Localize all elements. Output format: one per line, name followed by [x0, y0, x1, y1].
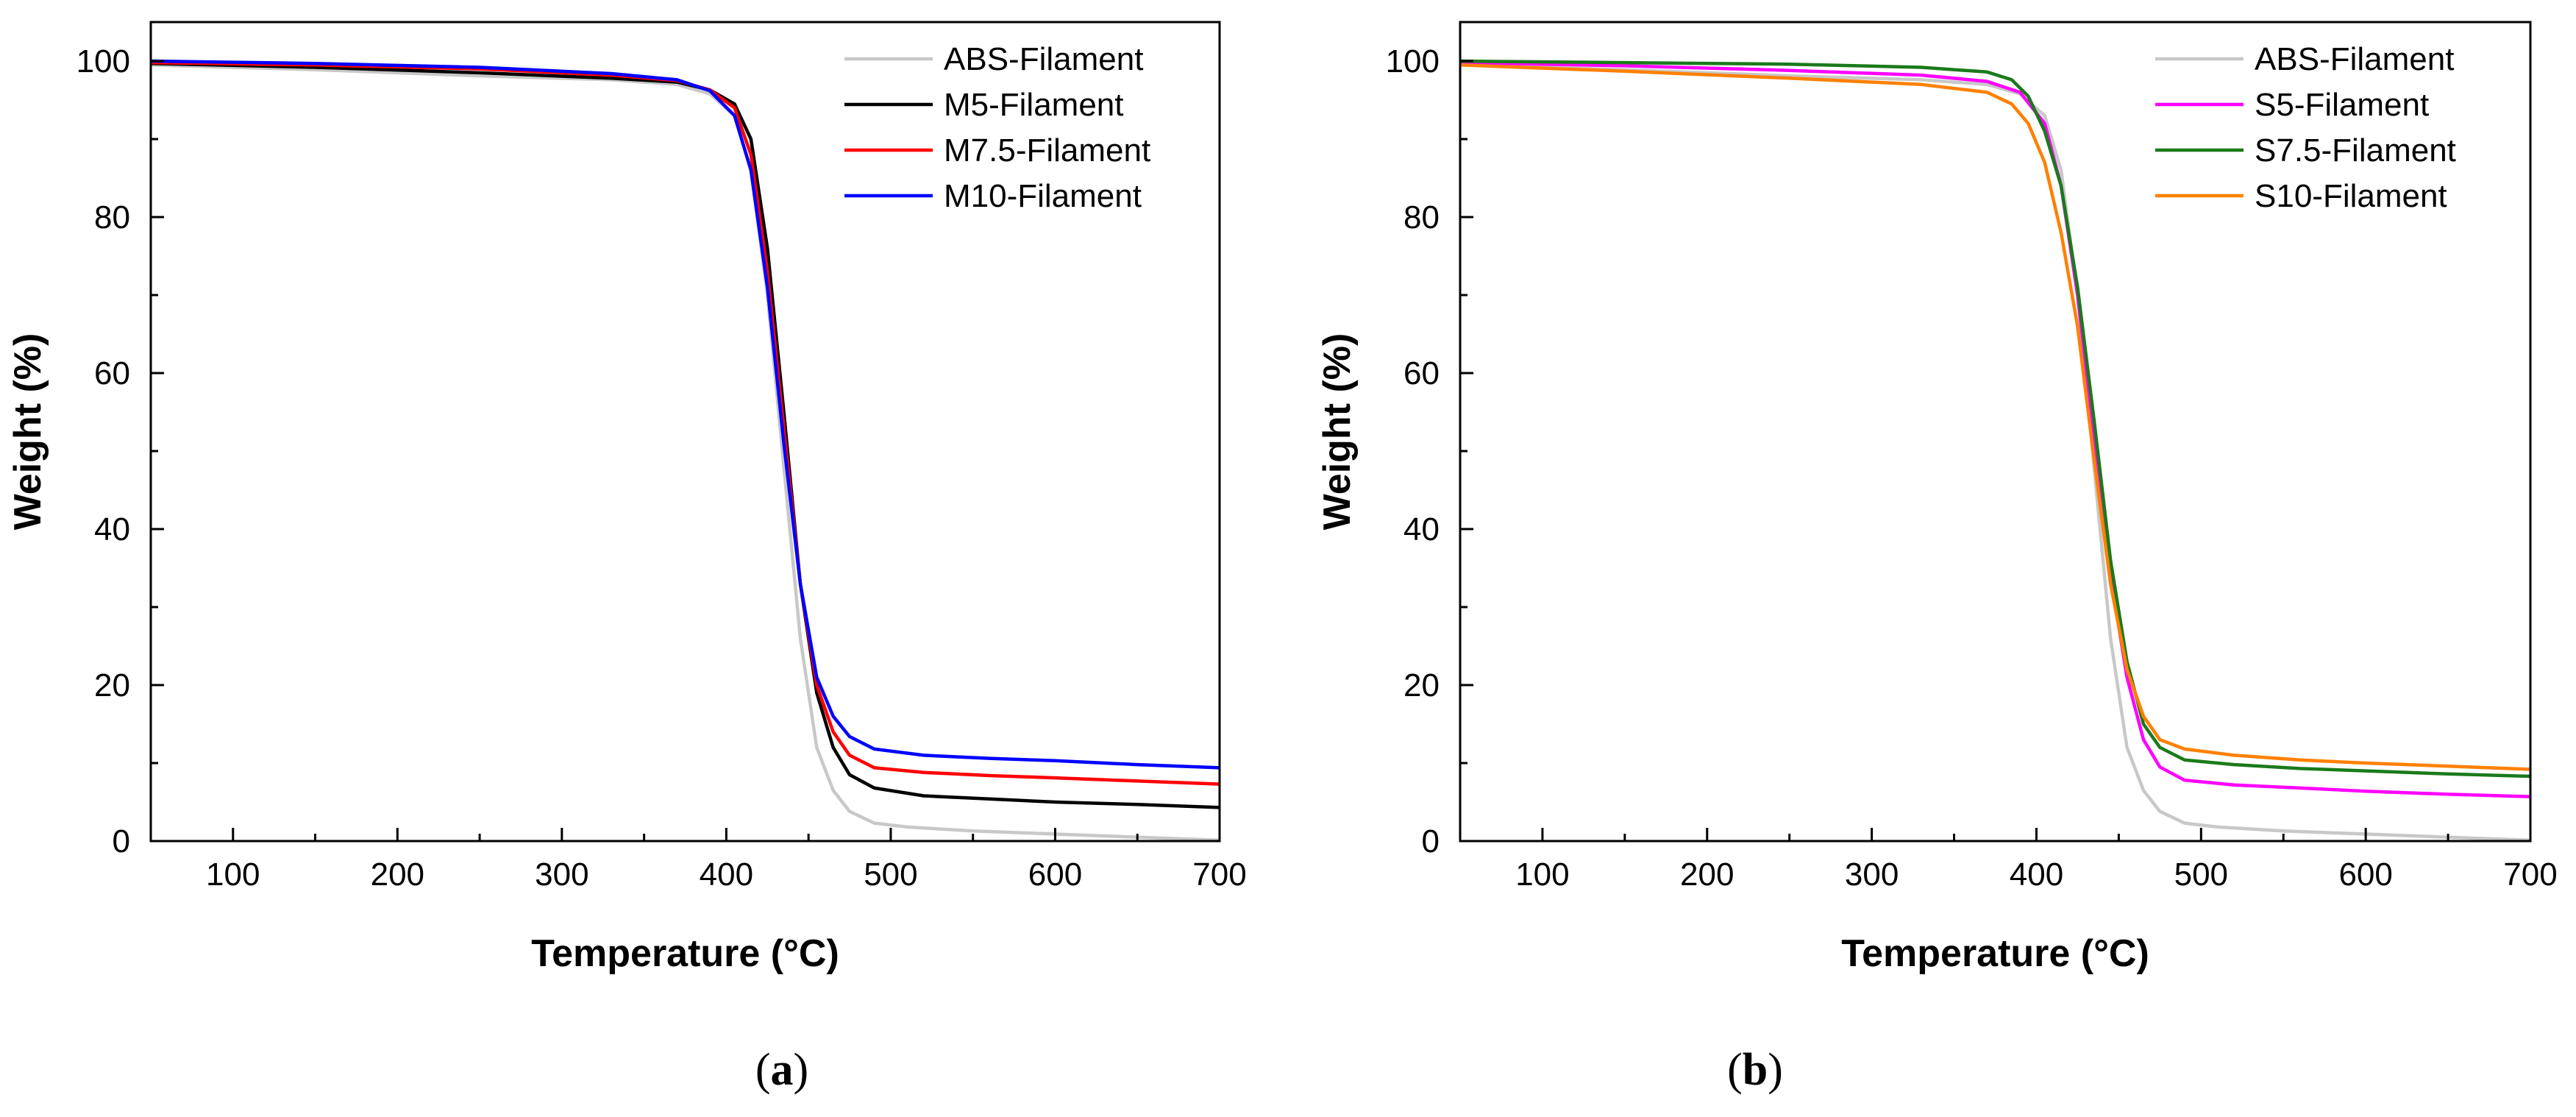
- x-tick-label: 100: [206, 857, 260, 893]
- series-line-abs-filament: [151, 63, 1220, 841]
- caption-open: (: [1727, 1045, 1743, 1095]
- caption-letter: b: [1743, 1045, 1768, 1095]
- legend-label: S10-Filament: [2255, 178, 2447, 214]
- plot-frame: [149, 21, 1221, 843]
- x-tick-label: 300: [535, 857, 588, 893]
- y-axis-title: Weight (%): [1316, 333, 1359, 531]
- legend-label: S5-Filament: [2255, 87, 2429, 123]
- series-line-m7-5-filament: [151, 60, 1220, 786]
- x-tick-label: 700: [1192, 857, 1246, 893]
- series-line-m10-filament: [151, 59, 1220, 770]
- legend-item: S7.5-Filament: [2155, 132, 2456, 169]
- y-tick-label: 100: [1386, 43, 1440, 79]
- legend-label: M7.5-Filament: [944, 132, 1150, 169]
- caption-open: (: [755, 1045, 771, 1095]
- series-line-s10-filament: [1460, 63, 2530, 771]
- series-line-abs-filament: [1460, 63, 2530, 841]
- legend-item: S10-Filament: [2155, 178, 2447, 214]
- chart-panel-b: 100 200 300 400 500 600 700 0 20 40 60 80 100 Tempera…: [1316, 21, 2558, 1095]
- y-tick-label: 100: [77, 43, 130, 79]
- series-group: [151, 59, 1220, 841]
- legend-label: ABS-Filament: [944, 41, 1143, 77]
- x-tick-label: 200: [1680, 857, 1734, 893]
- x-tick-label: 600: [1028, 857, 1082, 893]
- y-tick-label: 20: [94, 667, 130, 703]
- legend-item: M10-Filament: [844, 178, 1142, 214]
- y-tick-label: 60: [1403, 355, 1440, 391]
- x-tick-label: 200: [371, 857, 424, 893]
- legend: ABS-Filament S5-Filament S7.5-Filament S10-…: [2155, 41, 2456, 214]
- caption-close: ): [1768, 1045, 1783, 1095]
- chart-panel-a: 100 200 300 400 500 600 700 0 20 40 60 80 100 Tempera…: [7, 21, 1247, 1095]
- plot-frame: [1459, 21, 2532, 843]
- legend-item: M7.5-Filament: [844, 132, 1150, 169]
- y-tick-label: 80: [94, 199, 130, 235]
- x-tick-label: 100: [1515, 857, 1569, 893]
- y-tick-label: 40: [1403, 511, 1440, 547]
- series-line-s5-filament: [1460, 60, 2530, 798]
- panel-caption: (b): [1727, 1045, 1783, 1095]
- series-line-m5-filament: [151, 61, 1220, 809]
- legend-item: ABS-Filament: [2155, 41, 2454, 77]
- x-axis-title: Temperature (°C): [531, 932, 839, 975]
- x-axis-title: Temperature (°C): [1841, 932, 2149, 975]
- caption-close: ): [794, 1045, 809, 1095]
- series-group: [1460, 59, 2530, 841]
- legend-label: ABS-Filament: [2255, 41, 2454, 77]
- x-tick-label: 400: [2010, 857, 2063, 893]
- y-tick-label: 60: [94, 355, 130, 391]
- y-tick-label: 40: [94, 511, 130, 547]
- y-tick-label: 0: [1422, 823, 1440, 859]
- legend-item: M5-Filament: [844, 87, 1124, 123]
- y-tick-label: 20: [1403, 667, 1440, 703]
- x-tick-label: 500: [864, 857, 917, 893]
- x-tick-label: 700: [2503, 857, 2557, 893]
- legend-label: S7.5-Filament: [2255, 132, 2456, 169]
- legend: ABS-Filament M5-Filament M7.5-Filament M10-…: [844, 41, 1150, 214]
- x-tick-label: 400: [700, 857, 753, 893]
- x-tick-label: 600: [2338, 857, 2392, 893]
- y-tick-label: 0: [113, 823, 130, 859]
- series-line-s7-5-filament: [1460, 59, 2530, 779]
- y-tick-label: 80: [1403, 199, 1440, 235]
- legend-label: M10-Filament: [944, 178, 1142, 214]
- x-tick-label: 500: [2174, 857, 2228, 893]
- caption-letter: a: [771, 1045, 794, 1095]
- panel-caption: (a): [755, 1045, 808, 1095]
- legend-item: ABS-Filament: [844, 41, 1143, 77]
- y-axis-title: Weight (%): [7, 333, 49, 531]
- legend-label: M5-Filament: [944, 87, 1124, 123]
- legend-item: S5-Filament: [2155, 87, 2429, 123]
- x-tick-label: 300: [1845, 857, 1899, 893]
